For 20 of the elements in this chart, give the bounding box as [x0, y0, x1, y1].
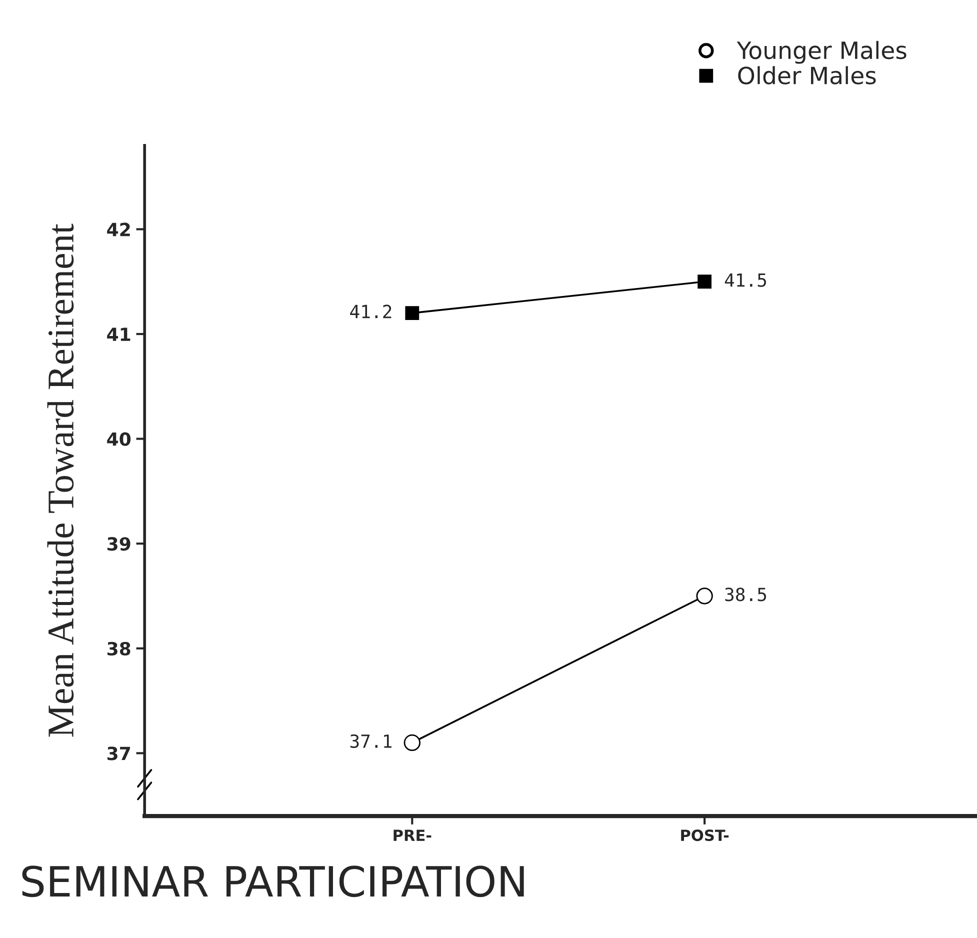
data-label: 37.1 — [350, 734, 392, 748]
data-label: 38.5 — [725, 588, 766, 602]
x-tick-label: POST- — [681, 830, 729, 842]
data-label: 41.2 — [350, 304, 392, 318]
y-tick-label: 41 — [107, 328, 130, 341]
legend-label: Younger Males — [736, 40, 906, 64]
y-tick-label: 42 — [107, 222, 130, 236]
legend-label: Older Males — [738, 66, 876, 84]
y-axis-title: Mean Attitude Toward Retirement — [47, 224, 74, 737]
point — [405, 306, 420, 320]
y-tick-label: 38 — [107, 642, 130, 656]
point — [696, 588, 713, 604]
y-tick-label: 40 — [107, 432, 131, 446]
point — [698, 274, 712, 289]
y-tick-label: 37 — [107, 746, 130, 760]
y-tick-label: 39 — [107, 537, 130, 551]
x-axis-title: SEMINAR PARTICIPATION — [22, 866, 524, 898]
data-label: 41.5 — [724, 273, 766, 287]
x-tick-label: PRE- — [394, 830, 432, 841]
point — [404, 734, 420, 752]
